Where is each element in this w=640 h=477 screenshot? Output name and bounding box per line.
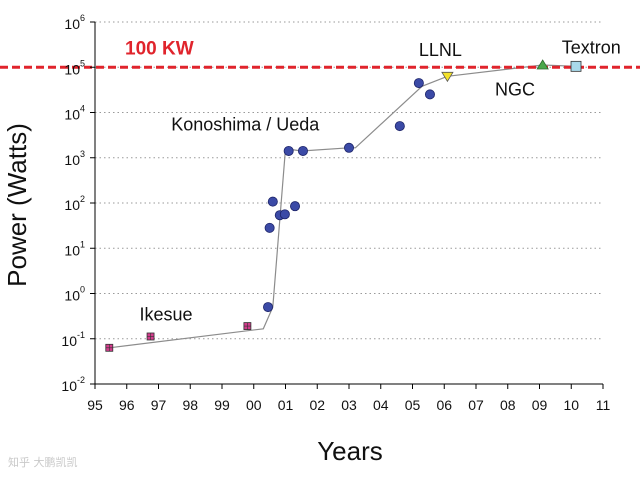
x-tick-label-98: 98 <box>182 397 198 413</box>
x-tick-label-04: 04 <box>373 397 389 413</box>
x-tick-label-02: 02 <box>309 397 325 413</box>
point-konoshima-ueda-7 <box>283 145 294 156</box>
gridlines <box>95 21 603 340</box>
point-ikesue-1 <box>105 343 114 352</box>
y-tick-label-1e4: 104 <box>64 104 85 123</box>
x-tick-label-07: 07 <box>468 397 484 413</box>
x-tick-label-11: 11 <box>596 397 611 413</box>
point-konoshima-ueda-6 <box>290 201 301 212</box>
point-konoshima-ueda-5 <box>279 209 290 220</box>
annotation-ikesue: Ikesue <box>139 305 192 325</box>
x-tick-label-08: 08 <box>500 397 516 413</box>
y-axis-title: Power (Watts) <box>2 123 32 287</box>
x-tick-label-95: 95 <box>87 397 103 413</box>
y-tick-label-1e-2: 10-2 <box>61 375 85 394</box>
data-points <box>105 59 582 352</box>
reference-line-100kw: 100 KW <box>0 38 640 69</box>
x-tick-label-03: 03 <box>341 397 357 413</box>
point-konoshima-ueda-1 <box>263 302 274 313</box>
watermark: 知乎 大鹏凯凯 <box>8 455 78 469</box>
annotation-llnl: LLNL <box>419 40 462 60</box>
x-axis-title: Years <box>317 436 383 466</box>
point-konoshima-ueda-2 <box>264 222 275 233</box>
point-textron-1 <box>570 60 582 72</box>
x-tick-label-99: 99 <box>214 397 230 413</box>
point-konoshima-ueda-11 <box>413 78 424 89</box>
x-tick-label-06: 06 <box>436 397 452 413</box>
point-konoshima-ueda-12 <box>424 89 435 100</box>
y-tick-label-1e-1: 10-1 <box>61 330 85 349</box>
x-tick-label-01: 01 <box>278 397 294 413</box>
y-tick-label-1e6: 106 <box>64 13 85 32</box>
x-tick-label-97: 97 <box>151 397 167 413</box>
x-tick-label-05: 05 <box>405 397 421 413</box>
x-tick-label-96: 96 <box>119 397 135 413</box>
point-konoshima-ueda-3 <box>267 196 278 207</box>
annotation-textron: Textron <box>562 38 621 58</box>
x-tick-label-10: 10 <box>563 397 579 413</box>
x-tick-label-00: 00 <box>246 397 262 413</box>
point-textron-1-box <box>570 60 582 72</box>
x-tick-label-09: 09 <box>532 397 548 413</box>
y-tick-label-1e0: 100 <box>64 285 85 304</box>
y-tick-label-1e5: 105 <box>64 58 85 77</box>
y-tick-label-1e1: 101 <box>64 239 85 258</box>
y-tick-label-1e3: 103 <box>64 149 85 168</box>
point-ikesue-2 <box>146 332 155 341</box>
point-ngc-1 <box>536 59 549 70</box>
y-tick-label-1e2: 102 <box>64 194 85 213</box>
point-konoshima-ueda-9 <box>343 142 354 153</box>
labels: Ikesue Konoshima / Ueda LLNL NGC Textron <box>139 38 620 325</box>
annotation-konoshima-ueda: Konoshima / Ueda <box>171 115 320 135</box>
point-konoshima-ueda-10 <box>394 121 405 132</box>
point-konoshima-ueda-8 <box>297 145 308 156</box>
annotation-ngc: NGC <box>495 79 535 99</box>
reference-line-label: 100 KW <box>125 38 194 59</box>
point-llnl-1 <box>441 71 454 83</box>
point-ikesue-3 <box>243 322 252 330</box>
